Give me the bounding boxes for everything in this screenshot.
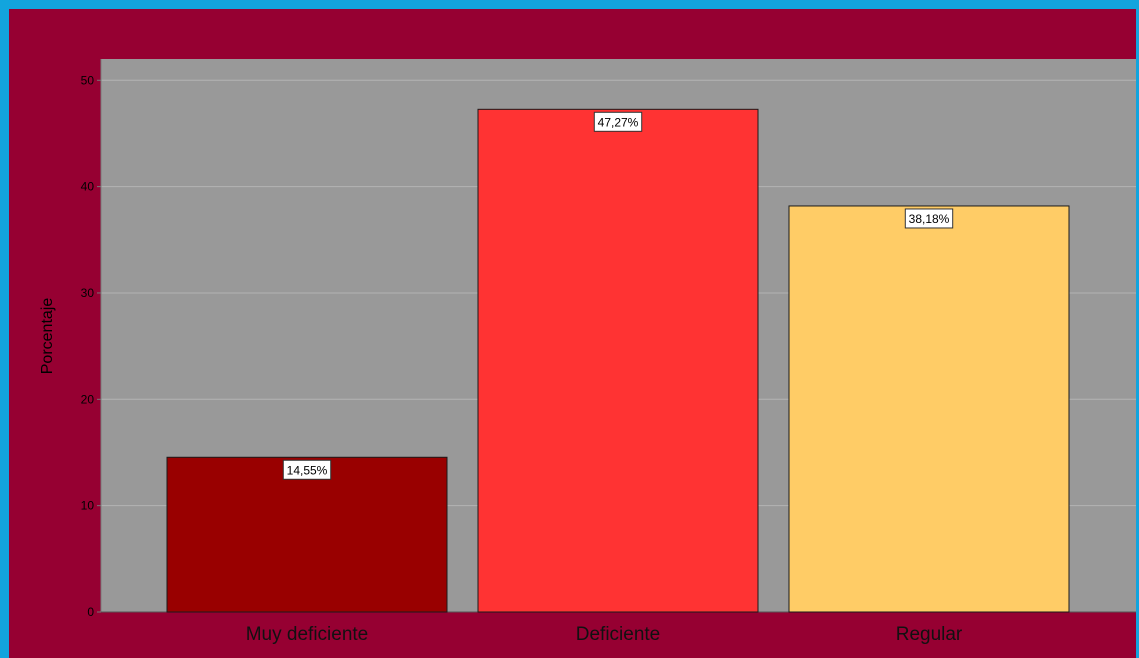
y-axis-label: Porcentaje	[39, 298, 56, 375]
y-axis-ticks: 0 10 20 30 40 50	[81, 73, 101, 619]
data-label: 47,27%	[598, 115, 639, 129]
x-category-label: Deficiente	[576, 624, 661, 645]
data-label-box	[282, 459, 332, 480]
y-tick-label: 50	[81, 73, 95, 87]
y-tick-label: 30	[81, 286, 95, 300]
bar	[788, 205, 1070, 613]
data-label: 14,55%	[287, 463, 328, 477]
data-label: 38,18%	[909, 212, 950, 226]
y-tick-label: 20	[81, 392, 95, 406]
data-label-box	[593, 111, 643, 132]
y-tick-label: 40	[81, 180, 95, 194]
bar	[166, 456, 448, 613]
y-tick-label: 0	[87, 605, 94, 619]
x-axis-categories: Muy deficiente Deficiente Regular	[246, 624, 963, 645]
x-category-label: Muy deficiente	[246, 624, 369, 645]
x-category-label: Regular	[896, 624, 963, 645]
bar	[477, 108, 759, 613]
data-label-box	[904, 208, 954, 229]
y-tick-label: 10	[81, 499, 95, 513]
bars: 14,55% 47,27% 38,18%	[166, 108, 1070, 613]
